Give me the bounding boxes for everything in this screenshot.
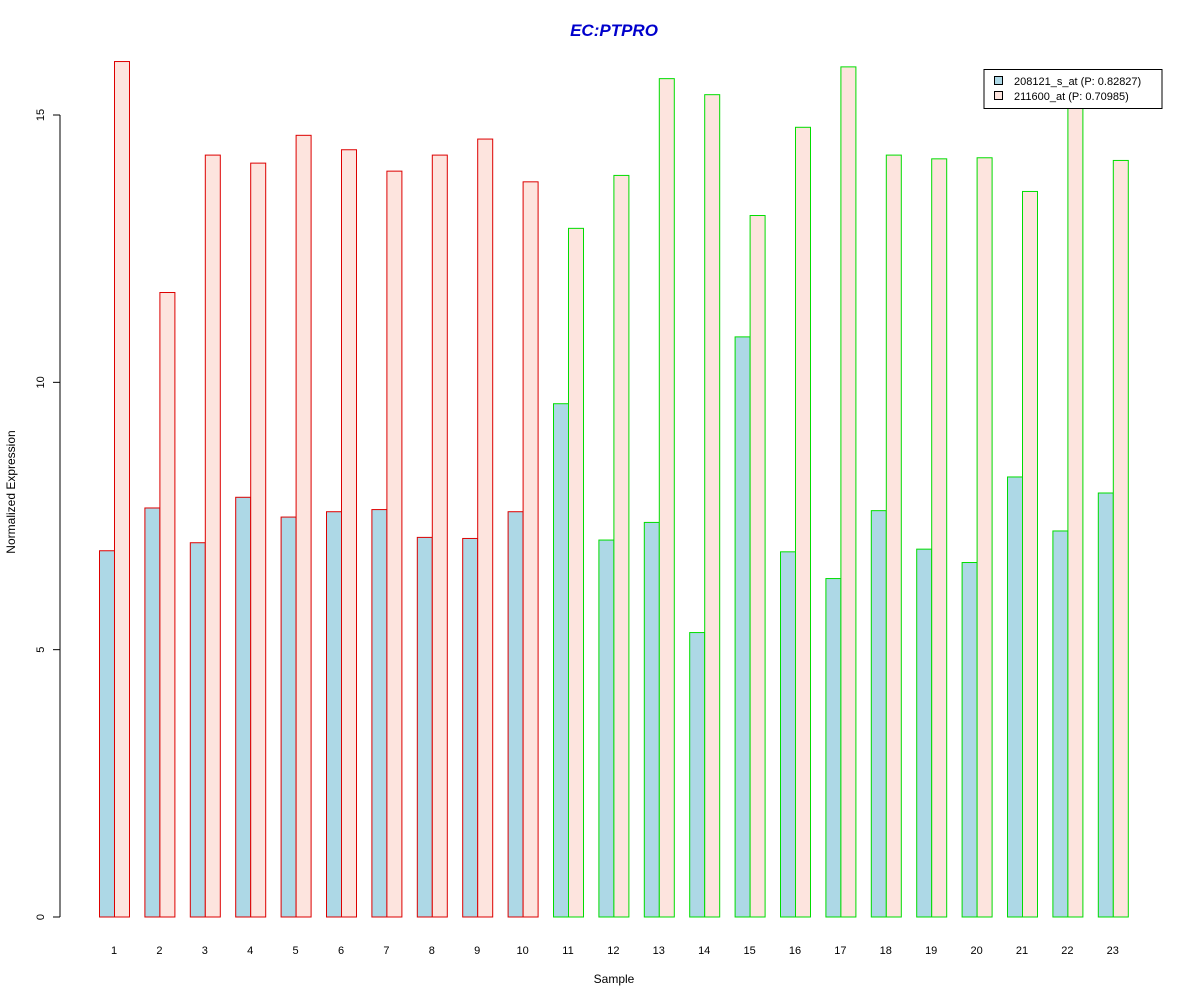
bar-series2-sample-17 [840,66,857,918]
bar-series1-sample-21 [1007,476,1023,918]
bar-series2-sample-11 [568,227,584,918]
bar-series1-sample-4 [235,496,252,918]
x-tick-label-4: 4 [247,945,253,957]
y-tick-label-10: 10 [35,376,47,388]
bar-series2-sample-19 [931,158,948,918]
bar-series2-sample-20 [976,157,993,918]
chart-title: EC:PTPRO [570,21,658,40]
y-tick-label-15: 15 [35,109,47,121]
bar-series1-sample-16 [780,551,796,918]
x-tick-label-12: 12 [607,945,619,957]
y-tick-label-0: 0 [35,914,47,920]
bar-series2-sample-13 [658,78,675,918]
legend-swatch-2 [994,91,1003,100]
bar-series2-sample-7 [386,170,403,918]
x-tick-label-3: 3 [202,945,208,957]
bar-series1-sample-17 [825,578,842,918]
x-tick-label-22: 22 [1061,945,1073,957]
bar-series2-sample-22 [1067,98,1084,918]
bar-series2-sample-5 [295,134,312,918]
bar-series1-sample-5 [280,516,297,918]
bar-series1-sample-1 [99,550,115,918]
x-tick-label-6: 6 [338,945,344,957]
bar-series2-sample-23 [1112,159,1129,918]
bar-series2-sample-21 [1022,190,1038,918]
bar-series2-sample-18 [885,154,902,918]
x-tick-label-18: 18 [880,945,892,957]
bar-series1-sample-9 [462,537,479,918]
bar-series2-sample-1 [114,61,130,918]
x-tick-label-11: 11 [562,945,573,957]
bar-series1-sample-14 [689,632,706,918]
x-tick-label-5: 5 [293,945,299,957]
bar-series2-sample-8 [431,154,448,918]
bar-series2-sample-2 [159,292,176,918]
x-tick-label-7: 7 [383,945,389,957]
x-tick-label-2: 2 [156,945,162,957]
x-axis-labels: 1 2 3 4 5 6 7 8 9 10 11 12 13 14 15 16 17 18 19 20 21 22 23 [111,945,1119,957]
bar-series2-sample-3 [204,154,221,918]
x-tick-label-19: 19 [925,945,937,957]
bar-series2-sample-6 [341,149,357,918]
legend-label-2: 211600_at (P: 0.70985) [1014,91,1129,103]
bar-series1-sample-15 [734,336,751,918]
y-tick-label-5: 5 [35,647,47,653]
bar-series1-sample-13 [643,521,660,918]
bar-series1-sample-20 [961,562,978,918]
x-tick-label-17: 17 [834,945,846,957]
x-tick-label-9: 9 [474,945,480,957]
x-tick-label-16: 16 [789,945,801,957]
x-tick-label-15: 15 [743,945,755,957]
bar-series1-sample-6 [326,511,342,918]
bar-series1-sample-19 [916,548,933,918]
bar-series1-sample-7 [371,509,388,918]
bar-series2-sample-14 [704,94,721,918]
x-axis-label: Sample [594,972,635,986]
legend-swatch-1 [994,76,1003,85]
bar-series1-sample-18 [870,510,887,918]
legend-box [983,69,1163,109]
bar-series1-sample-10 [507,511,524,918]
x-tick-label-10: 10 [516,945,528,957]
bar-series1-sample-8 [416,536,433,918]
bar-series2-sample-12 [613,174,630,918]
bars-layer [99,61,1129,918]
legend: 208121_s_at (P: 0.82827) 211600_at (P: 0.… [983,69,1163,109]
x-tick-label-8: 8 [429,945,435,957]
x-tick-label-21: 21 [1016,945,1028,957]
bar-series2-sample-4 [250,162,267,918]
x-tick-label-20: 20 [970,945,982,957]
bar-series2-sample-15 [749,215,766,918]
bar-series2-sample-9 [477,138,494,918]
bar-series1-sample-22 [1052,530,1069,918]
x-tick-label-23: 23 [1107,945,1119,957]
bar-series1-sample-3 [189,542,206,918]
y-axis-label: Normalized Expression [4,430,18,553]
legend-label-1: 208121_s_at (P: 0.82827) [1014,76,1141,88]
bar-series1-sample-2 [144,507,161,918]
x-tick-label-14: 14 [698,945,710,957]
x-tick-label-13: 13 [653,945,665,957]
bar-series1-sample-11 [553,403,569,918]
bar-series2-sample-10 [522,181,539,918]
bar-series1-sample-12 [598,539,615,918]
y-axis: 0 5 10 15 [35,109,61,920]
bar-series1-sample-23 [1097,492,1114,918]
bar-series2-sample-16 [795,126,811,918]
x-tick-label-1: 1 [111,945,117,957]
